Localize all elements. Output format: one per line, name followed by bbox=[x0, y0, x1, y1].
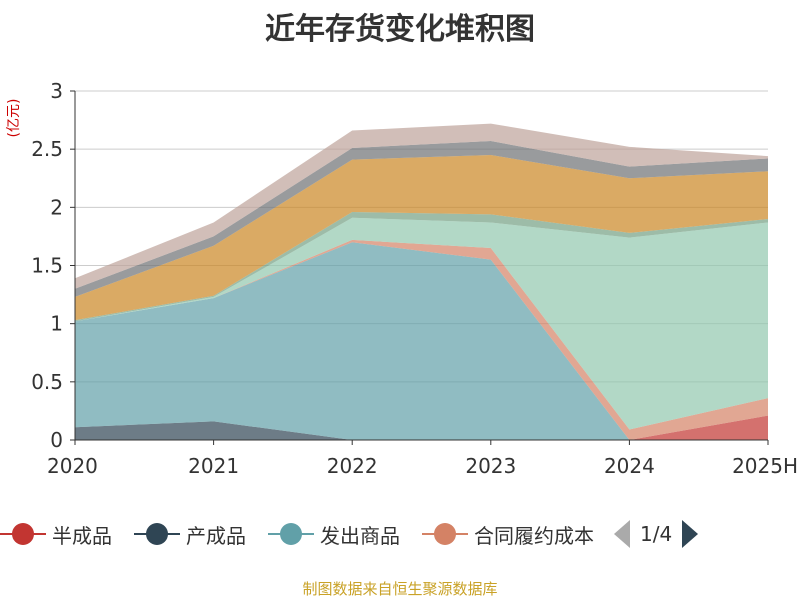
area-series-3 bbox=[75, 242, 768, 440]
x-tick-label: 2020 bbox=[47, 454, 98, 478]
legend-marker-half-finished bbox=[0, 521, 46, 547]
legend-marker-shipped bbox=[268, 521, 314, 547]
prev-page-icon[interactable] bbox=[614, 520, 630, 548]
x-tick-label: 2022 bbox=[327, 454, 378, 478]
y-tick-label: 1.5 bbox=[31, 254, 63, 278]
source-note: 制图数据来自恒生聚源数据库 bbox=[302, 580, 498, 598]
legend-marker-contract-cost bbox=[422, 521, 468, 547]
area-series-1 bbox=[75, 415, 768, 440]
legend-pager: 1/4 bbox=[614, 520, 699, 548]
x-tick-label: 2023 bbox=[465, 454, 516, 478]
legend-label: 半成品 bbox=[52, 523, 112, 548]
legend-label: 合同履约成本 bbox=[474, 523, 594, 548]
area-series-5 bbox=[75, 217, 768, 430]
y-tick-label: 3 bbox=[50, 79, 63, 103]
y-axis-unit-label: (亿元) bbox=[6, 99, 22, 138]
legend-marker-finished bbox=[134, 521, 180, 547]
area-series-4 bbox=[75, 239, 768, 440]
legend-item-shipped[interactable]: 发出商品 bbox=[268, 520, 400, 549]
y-tick-label: 2 bbox=[50, 195, 63, 219]
legend-item-finished[interactable]: 产成品 bbox=[134, 520, 246, 549]
chart-title: 近年存货变化堆积图 bbox=[265, 12, 535, 47]
legend-page-indicator: 1/4 bbox=[640, 522, 673, 546]
y-tick-label: 0.5 bbox=[31, 370, 63, 394]
area-series-7 bbox=[75, 154, 768, 321]
y-tick-label: 2.5 bbox=[31, 137, 63, 161]
y-tick-label: 0 bbox=[50, 428, 63, 452]
next-page-icon[interactable] bbox=[682, 520, 699, 548]
y-tick-label: 1 bbox=[50, 312, 63, 336]
legend-label: 发出商品 bbox=[320, 523, 400, 548]
x-tick-label: 2025H bbox=[732, 454, 798, 478]
legend-item-half-finished[interactable]: 半成品 bbox=[0, 520, 112, 549]
legend-label: 产成品 bbox=[186, 523, 246, 548]
x-tick-label: 2021 bbox=[188, 454, 239, 478]
x-tick-label: 2024 bbox=[604, 454, 655, 478]
legend-item-contract-cost[interactable]: 合同履约成本 bbox=[422, 520, 594, 549]
area-series-2 bbox=[75, 415, 768, 440]
legend: 半成品 产成品 发出商品 合同履约成本 1/4 bbox=[0, 518, 699, 550]
